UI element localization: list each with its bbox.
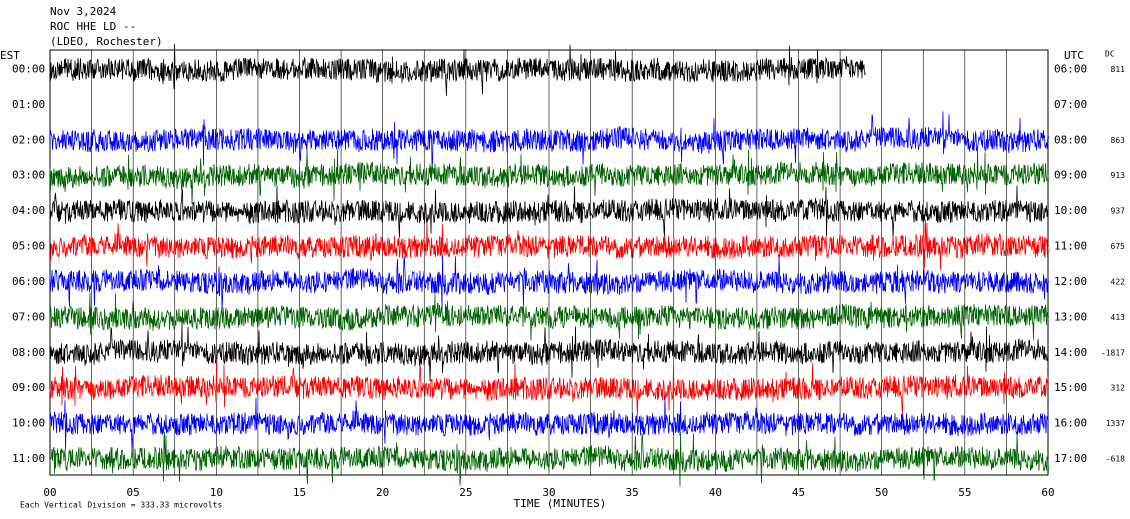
x-tick-label: 00 — [43, 486, 56, 499]
dc-value: 675 — [1111, 242, 1126, 251]
seismic-trace — [49, 43, 866, 96]
utc-time: 06:00 — [1054, 62, 1087, 75]
station: ROC HHE LD -- — [50, 20, 136, 33]
est-time: 01:00 — [12, 98, 45, 111]
network: (LDEO, Rochester) — [50, 35, 163, 48]
seismic-trace — [49, 358, 1049, 415]
footer: Each Vertical Division = 333.33 microvol… — [20, 501, 222, 510]
x-tick-label: 30 — [542, 486, 555, 499]
seismic-trace — [49, 397, 1049, 451]
utc-time: 10:00 — [1054, 204, 1087, 217]
x-tick-label: 15 — [293, 486, 306, 499]
seismic-trace — [49, 146, 1049, 205]
est-time: 00:00 — [12, 62, 45, 75]
dc-label: DC — [1105, 50, 1115, 59]
est-time: 06:00 — [12, 275, 45, 288]
utc-time: 07:00 — [1054, 98, 1087, 111]
seismic-trace — [49, 255, 1049, 310]
seismic-trace — [49, 111, 1049, 167]
est-time: 05:00 — [12, 240, 45, 253]
x-tick-label: 55 — [958, 486, 971, 499]
seismic-trace — [49, 292, 1049, 341]
x-tick-label: 45 — [792, 486, 805, 499]
dc-value: -1817 — [1101, 348, 1125, 357]
dc-value: 913 — [1111, 171, 1126, 180]
utc-time: 13:00 — [1054, 310, 1087, 323]
dc-value: 863 — [1111, 136, 1126, 145]
x-tick-label: 35 — [626, 486, 639, 499]
utc-time: 16:00 — [1054, 417, 1087, 430]
est-time: 11:00 — [12, 452, 45, 465]
dc-value: 1337 — [1106, 419, 1125, 428]
dc-value: 312 — [1111, 384, 1126, 393]
seismic-trace — [49, 432, 1049, 487]
est-time: 03:00 — [12, 169, 45, 182]
utc-time: 17:00 — [1054, 452, 1087, 465]
utc-label: UTC — [1064, 49, 1084, 62]
utc-time: 15:00 — [1054, 381, 1087, 394]
dc-value: 413 — [1111, 313, 1126, 322]
dc-value: 422 — [1111, 277, 1126, 286]
x-axis-label: TIME (MINUTES) — [514, 497, 607, 510]
est-label: EST — [0, 49, 20, 62]
x-tick-label: 10 — [210, 486, 223, 499]
utc-time: 08:00 — [1054, 133, 1087, 146]
x-tick-label: 25 — [459, 486, 472, 499]
est-time: 10:00 — [12, 417, 45, 430]
est-time: 08:00 — [12, 346, 45, 359]
x-tick-label: 40 — [709, 486, 722, 499]
date: Nov 3,2024 — [50, 5, 117, 18]
dc-value: 811 — [1111, 65, 1126, 74]
x-tick-label: 60 — [1041, 486, 1054, 499]
utc-time: 11:00 — [1054, 240, 1087, 253]
x-tick-label: 05 — [127, 486, 140, 499]
utc-time: 14:00 — [1054, 346, 1087, 359]
dc-value: 937 — [1111, 207, 1126, 216]
seismic-trace — [49, 185, 1049, 239]
est-time: 04:00 — [12, 204, 45, 217]
utc-time: 09:00 — [1054, 169, 1087, 182]
dc-value: -618 — [1106, 455, 1125, 464]
est-time: 07:00 — [12, 310, 45, 323]
x-tick-label: 50 — [875, 486, 888, 499]
utc-time: 12:00 — [1054, 275, 1087, 288]
est-time: 09:00 — [12, 381, 45, 394]
x-tick-label: 20 — [376, 486, 389, 499]
est-time: 02:00 — [12, 133, 45, 146]
seismic-trace — [49, 219, 1049, 270]
